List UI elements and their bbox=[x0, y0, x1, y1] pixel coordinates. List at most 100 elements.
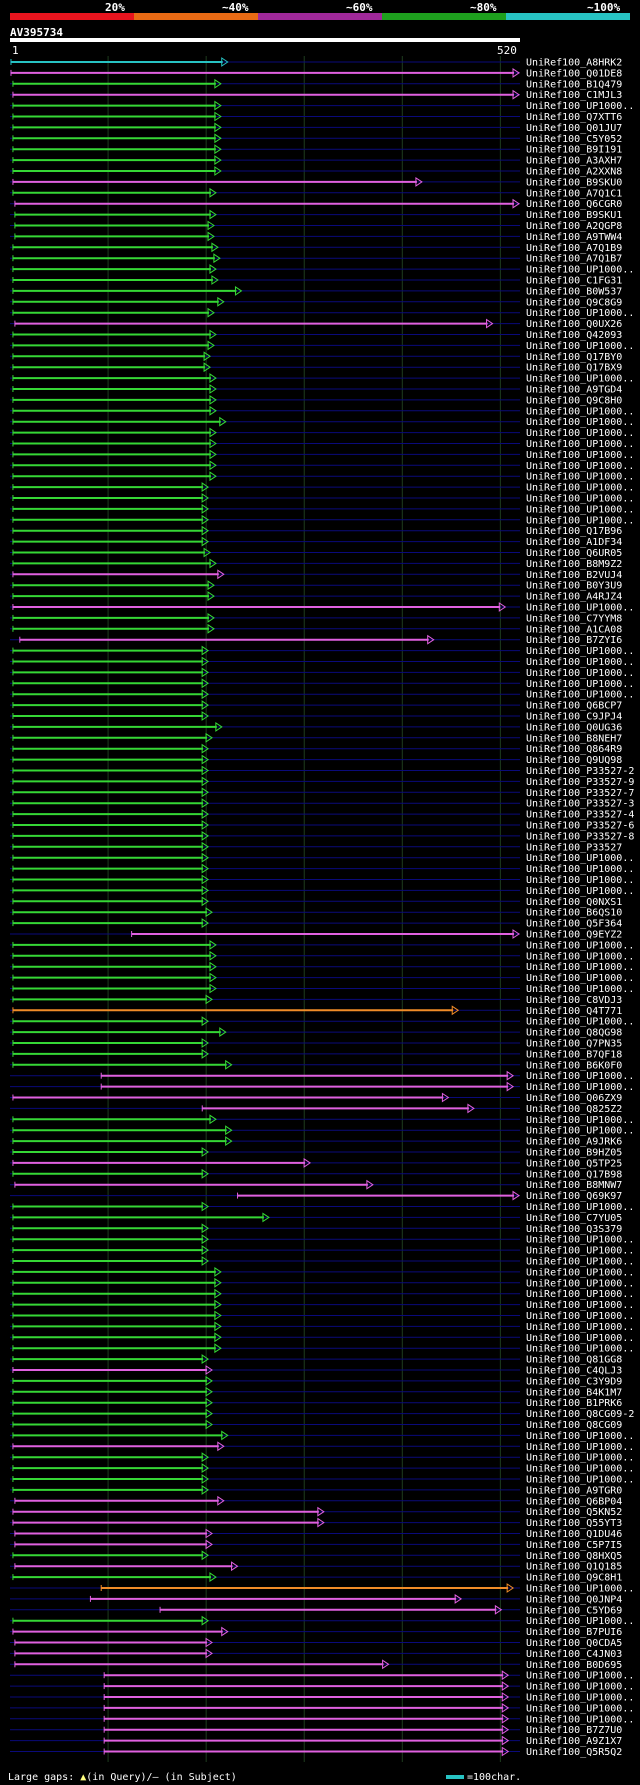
hit-row[interactable]: UniRef100_Q17BY0 bbox=[10, 351, 622, 363]
hit-row[interactable]: UniRef100_Q8QG98 bbox=[10, 1027, 622, 1039]
hit-label[interactable]: UniRef100_UP1000.. bbox=[526, 1464, 634, 1475]
hit-label[interactable]: UniRef100_B7QF18 bbox=[526, 1049, 622, 1060]
hit-label[interactable]: UniRef100_UP1000.. bbox=[526, 1115, 634, 1126]
hit-row[interactable]: UniRef100_B4K1M7 bbox=[10, 1386, 622, 1398]
hit-row[interactable]: UniRef100_C5YD69 bbox=[10, 1604, 622, 1616]
hit-row[interactable]: UniRef100_UP1000.. bbox=[10, 503, 634, 515]
hit-label[interactable]: UniRef100_B6K0F0 bbox=[526, 1060, 622, 1071]
hit-row[interactable]: UniRef100_A7Q1C1 bbox=[10, 187, 622, 199]
hit-row[interactable]: UniRef100_UP1000.. bbox=[10, 656, 634, 668]
hit-label[interactable]: UniRef100_Q81GG8 bbox=[526, 1355, 622, 1366]
hit-label[interactable]: UniRef100_Q0UX26 bbox=[526, 319, 622, 330]
hit-row[interactable]: UniRef100_C1MJL3 bbox=[10, 89, 622, 101]
hit-label[interactable]: UniRef100_Q6UR05 bbox=[526, 548, 622, 559]
hit-label[interactable]: UniRef100_UP1000.. bbox=[526, 1246, 634, 1257]
hit-label[interactable]: UniRef100_UP1000.. bbox=[526, 417, 634, 428]
hit-label[interactable]: UniRef100_UP1000.. bbox=[526, 1682, 634, 1693]
hit-row[interactable]: UniRef100_Q01JU7 bbox=[10, 122, 622, 134]
hit-label[interactable]: UniRef100_P33527-3 bbox=[526, 799, 634, 810]
hit-label[interactable]: UniRef100_A9JRK6 bbox=[526, 1137, 622, 1148]
hit-row[interactable]: UniRef100_B8M9Z2 bbox=[10, 558, 622, 570]
hit-label[interactable]: UniRef100_UP1000.. bbox=[526, 875, 634, 886]
hit-row[interactable]: UniRef100_B0Y3U9 bbox=[10, 580, 622, 592]
hit-row[interactable]: UniRef100_UP1000.. bbox=[10, 405, 634, 417]
hit-label[interactable]: UniRef100_UP1000.. bbox=[526, 940, 634, 951]
hit-row[interactable]: UniRef100_UP1000.. bbox=[10, 373, 634, 385]
hit-row[interactable]: UniRef100_P33527-4 bbox=[10, 809, 634, 821]
hit-row[interactable]: UniRef100_A3AXH7 bbox=[10, 155, 622, 167]
hit-label[interactable]: UniRef100_UP1000.. bbox=[526, 1071, 634, 1082]
hit-row[interactable]: UniRef100_A1CA08 bbox=[10, 623, 622, 635]
hit-row[interactable]: UniRef100_B9I191 bbox=[10, 144, 622, 156]
hit-label[interactable]: UniRef100_C7YYM8 bbox=[526, 613, 622, 624]
hit-label[interactable]: UniRef100_C5YD69 bbox=[526, 1605, 622, 1616]
hit-label[interactable]: UniRef100_UP1000.. bbox=[526, 1300, 634, 1311]
hit-label[interactable]: UniRef100_Q8QG98 bbox=[526, 1028, 622, 1039]
hit-label[interactable]: UniRef100_B0Y3U9 bbox=[526, 581, 622, 592]
hit-label[interactable]: UniRef100_B9SKU1 bbox=[526, 210, 622, 221]
hit-row[interactable]: UniRef100_A7Q1B9 bbox=[10, 242, 622, 254]
hit-label[interactable]: UniRef100_UP1000.. bbox=[526, 1235, 634, 1246]
hit-label[interactable]: UniRef100_Q01DE8 bbox=[526, 68, 622, 79]
hit-row[interactable]: UniRef100_C4JN03 bbox=[10, 1648, 622, 1660]
hit-row[interactable]: UniRef100_UP1000.. bbox=[10, 438, 634, 450]
hit-label[interactable]: UniRef100_P33527-8 bbox=[526, 831, 634, 842]
hit-row[interactable]: UniRef100_UP1000.. bbox=[10, 1277, 634, 1289]
hit-label[interactable]: UniRef100_UP1000.. bbox=[526, 450, 634, 461]
hit-label[interactable]: UniRef100_UP1000.. bbox=[526, 1322, 634, 1333]
hit-row[interactable]: UniRef100_UP1000.. bbox=[10, 961, 634, 973]
hit-label[interactable]: UniRef100_A2XXN8 bbox=[526, 167, 622, 178]
hit-row[interactable]: UniRef100_B7PUI6 bbox=[10, 1626, 622, 1638]
hit-label[interactable]: UniRef100_Q7XTT6 bbox=[526, 112, 622, 123]
hit-row[interactable]: UniRef100_Q81GG8 bbox=[10, 1354, 622, 1366]
hit-row[interactable]: UniRef100_Q01DE8 bbox=[10, 67, 622, 79]
hit-label[interactable]: UniRef100_C8VDJ3 bbox=[526, 995, 622, 1006]
hit-row[interactable]: UniRef100_A4RJZ4 bbox=[10, 591, 622, 603]
hit-label[interactable]: UniRef100_B7PUI6 bbox=[526, 1627, 622, 1638]
hit-label[interactable]: UniRef100_Q06ZX9 bbox=[526, 1093, 622, 1104]
hit-row[interactable]: UniRef100_UP1000.. bbox=[10, 1474, 634, 1486]
hit-row[interactable]: UniRef100_Q0NXS1 bbox=[10, 896, 622, 908]
hit-label[interactable]: UniRef100_Q8CG09-2 bbox=[526, 1409, 634, 1420]
hit-row[interactable]: UniRef100_UP1000.. bbox=[10, 449, 634, 461]
hit-row[interactable]: UniRef100_Q1DU46 bbox=[10, 1528, 622, 1540]
hit-row[interactable]: UniRef100_UP1000.. bbox=[10, 1016, 634, 1028]
hit-label[interactable]: UniRef100_C4JN03 bbox=[526, 1649, 622, 1660]
hit-label[interactable]: UniRef100_UP1000.. bbox=[526, 1289, 634, 1300]
hit-label[interactable]: UniRef100_B2VUJ4 bbox=[526, 570, 622, 581]
hit-label[interactable]: UniRef100_UP1000.. bbox=[526, 1584, 634, 1595]
hit-row[interactable]: UniRef100_UP1000.. bbox=[10, 885, 634, 897]
hit-label[interactable]: UniRef100_UP1000.. bbox=[526, 1311, 634, 1322]
hit-label[interactable]: UniRef100_Q17B98 bbox=[526, 1169, 622, 1180]
hit-row[interactable]: UniRef100_UP1000.. bbox=[10, 1201, 634, 1213]
hit-row[interactable]: UniRef100_UP1000.. bbox=[10, 1702, 634, 1714]
hit-label[interactable]: UniRef100_UP1000.. bbox=[526, 1693, 634, 1704]
hit-row[interactable]: UniRef100_C5Y052 bbox=[10, 133, 622, 145]
hit-label[interactable]: UniRef100_UP1000.. bbox=[526, 853, 634, 864]
hit-row[interactable]: UniRef100_A2QGP8 bbox=[10, 220, 622, 232]
hit-label[interactable]: UniRef100_Q42093 bbox=[526, 330, 622, 341]
hit-row[interactable]: UniRef100_UP1000.. bbox=[10, 689, 634, 701]
hit-row[interactable]: UniRef100_UP1000.. bbox=[10, 482, 634, 494]
hit-label[interactable]: UniRef100_Q7PN35 bbox=[526, 1039, 622, 1050]
hit-label[interactable]: UniRef100_UP1000.. bbox=[526, 603, 634, 614]
hit-label[interactable]: UniRef100_P33527-9 bbox=[526, 777, 634, 788]
hit-row[interactable]: UniRef100_A9TGR0 bbox=[10, 1484, 622, 1496]
hit-row[interactable]: UniRef100_C7YU05 bbox=[10, 1212, 622, 1224]
hit-row[interactable]: UniRef100_C9JPJ4 bbox=[10, 711, 622, 723]
hit-row[interactable]: UniRef100_P33527 bbox=[10, 841, 622, 853]
hit-label[interactable]: UniRef100_Q864R9 bbox=[526, 744, 622, 755]
hit-label[interactable]: UniRef100_Q825Z2 bbox=[526, 1104, 622, 1115]
hit-row[interactable]: UniRef100_Q6BCP7 bbox=[10, 700, 622, 712]
hit-row[interactable]: UniRef100_UP1000.. bbox=[10, 972, 634, 984]
hit-label[interactable]: UniRef100_C7YU05 bbox=[526, 1213, 622, 1224]
hit-label[interactable]: UniRef100_A8HRK2 bbox=[526, 58, 622, 69]
hit-row[interactable]: UniRef100_Q0UG36 bbox=[10, 721, 622, 733]
hit-label[interactable]: UniRef100_B8NEH7 bbox=[526, 733, 622, 744]
hit-row[interactable]: UniRef100_Q8CG09 bbox=[10, 1419, 622, 1431]
hit-label[interactable]: UniRef100_B9SKU0 bbox=[526, 177, 622, 188]
hit-row[interactable]: UniRef100_B9SKU1 bbox=[10, 209, 622, 221]
hit-label[interactable]: UniRef100_C4QLJ3 bbox=[526, 1366, 622, 1377]
hit-label[interactable]: UniRef100_P33527-4 bbox=[526, 810, 634, 821]
hit-label[interactable]: UniRef100_UP1000.. bbox=[526, 1671, 634, 1682]
